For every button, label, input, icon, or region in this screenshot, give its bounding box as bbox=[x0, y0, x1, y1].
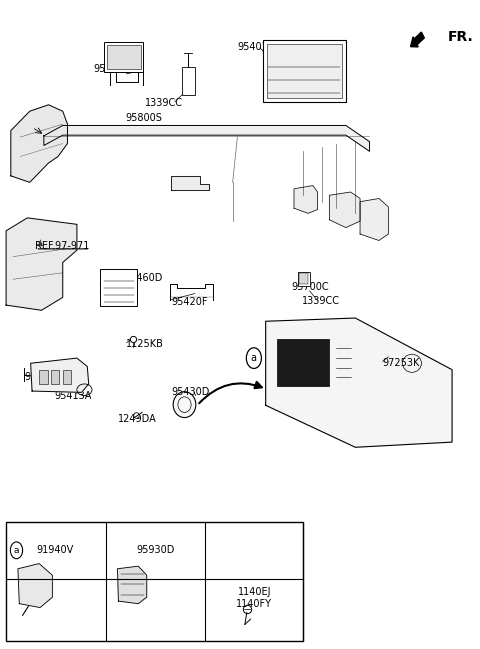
Text: 95700C: 95700C bbox=[292, 282, 329, 292]
Text: 91940V: 91940V bbox=[37, 545, 74, 556]
Bar bbox=[298, 271, 310, 286]
Text: 1339CC: 1339CC bbox=[145, 98, 183, 108]
Text: a: a bbox=[251, 353, 257, 363]
Text: 97253K: 97253K bbox=[383, 358, 420, 368]
Polygon shape bbox=[265, 318, 452, 447]
Text: REF.97-971: REF.97-971 bbox=[36, 241, 90, 251]
Polygon shape bbox=[118, 566, 147, 604]
Text: 95401M: 95401M bbox=[237, 42, 276, 52]
Bar bbox=[266, 44, 342, 98]
Bar bbox=[39, 370, 48, 384]
Bar bbox=[107, 45, 141, 69]
Polygon shape bbox=[6, 218, 77, 310]
Bar bbox=[51, 370, 60, 384]
Polygon shape bbox=[329, 192, 360, 228]
FancyArrowPatch shape bbox=[199, 382, 262, 403]
Text: 1140EJ: 1140EJ bbox=[238, 587, 271, 597]
Bar bbox=[181, 67, 195, 95]
Bar bbox=[299, 273, 308, 284]
Polygon shape bbox=[171, 176, 209, 190]
Bar bbox=[63, 370, 71, 384]
Text: 95420F: 95420F bbox=[171, 297, 208, 307]
Bar bbox=[100, 269, 137, 306]
Polygon shape bbox=[44, 125, 370, 151]
Bar bbox=[264, 40, 346, 101]
FancyArrow shape bbox=[410, 32, 424, 47]
Text: 1125KB: 1125KB bbox=[126, 339, 164, 349]
Ellipse shape bbox=[173, 392, 196, 417]
Text: FR.: FR. bbox=[447, 30, 473, 44]
Text: 95440K: 95440K bbox=[24, 373, 61, 382]
Text: 95460D: 95460D bbox=[124, 273, 162, 283]
Text: 1339CC: 1339CC bbox=[301, 296, 339, 306]
Text: 95800S: 95800S bbox=[125, 113, 162, 123]
Text: 95800K: 95800K bbox=[94, 64, 131, 74]
Text: 95430D: 95430D bbox=[171, 387, 210, 397]
Text: 95930D: 95930D bbox=[136, 545, 175, 556]
Polygon shape bbox=[294, 186, 318, 214]
Text: 1249DA: 1249DA bbox=[119, 414, 157, 424]
Polygon shape bbox=[11, 104, 68, 182]
Bar bbox=[277, 339, 329, 386]
Polygon shape bbox=[360, 199, 388, 241]
Text: a: a bbox=[14, 546, 19, 555]
Bar bbox=[104, 42, 143, 72]
Bar bbox=[6, 522, 303, 641]
Polygon shape bbox=[31, 358, 89, 393]
Text: 95413A: 95413A bbox=[55, 391, 92, 400]
Text: 1140FY: 1140FY bbox=[236, 598, 272, 609]
Polygon shape bbox=[18, 563, 52, 607]
